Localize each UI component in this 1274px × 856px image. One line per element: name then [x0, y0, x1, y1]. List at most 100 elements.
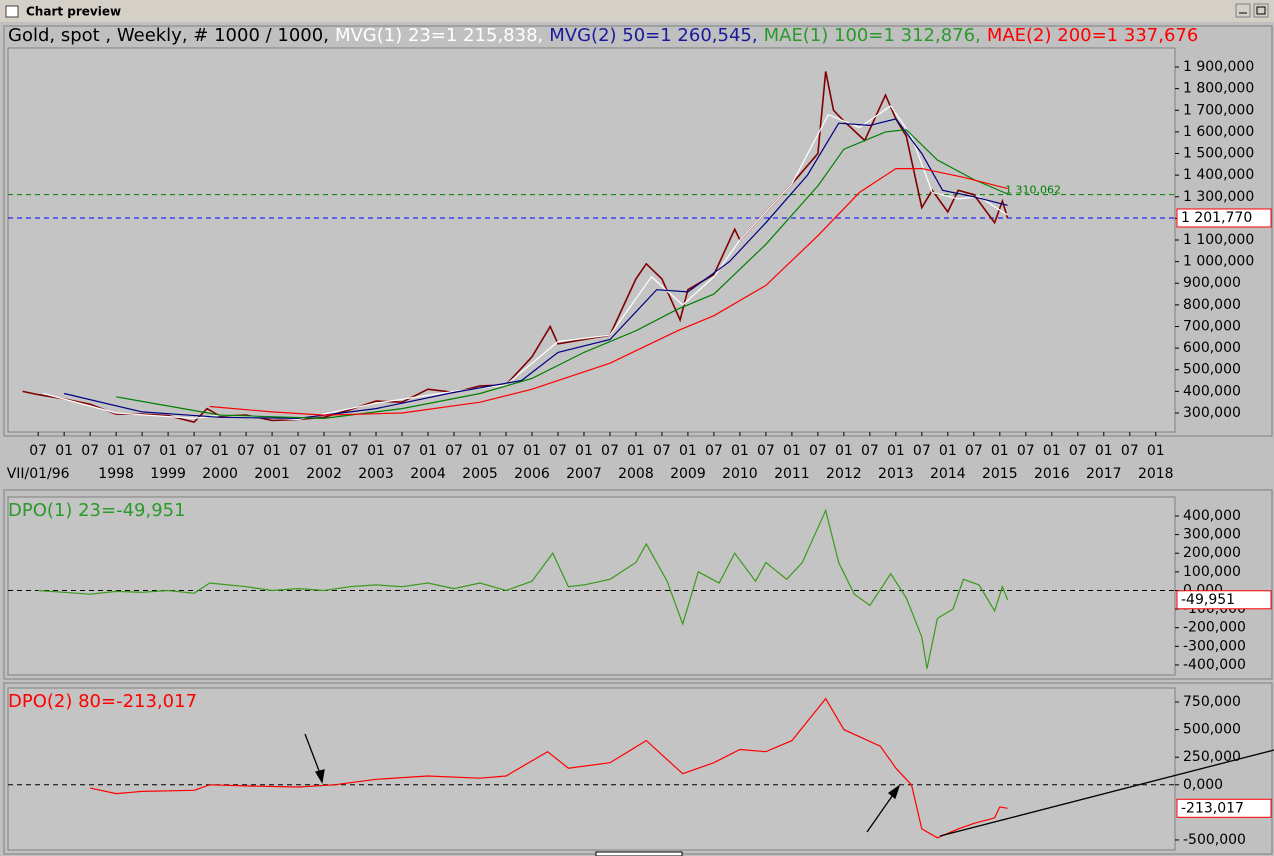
year-label: VII/01/96 — [7, 466, 70, 482]
y-tick-label: 400,000 — [1183, 508, 1241, 524]
x-tick-label: 01 — [523, 443, 541, 459]
legend-entry: MAE(2) 200=1 337,676 — [987, 25, 1198, 46]
minimize-button[interactable] — [1235, 3, 1251, 18]
x-tick-label: 01 — [679, 443, 697, 459]
year-label: 2000 — [202, 466, 238, 482]
y-tick-label: 1 500,000 — [1183, 146, 1254, 162]
x-tick-label: 07 — [809, 443, 827, 459]
x-tick-label: 07 — [913, 443, 931, 459]
x-tick-label: 01 — [315, 443, 333, 459]
legend-entry: MVG(2) 50=1 260,545, — [549, 25, 757, 46]
x-tick-label: 01 — [1043, 443, 1061, 459]
legend-entry: MVG(1) 23=1 215,838, — [335, 25, 543, 46]
value-box-label: -49,951 — [1181, 592, 1235, 608]
plot-area — [7, 47, 1176, 433]
y-tick-label: 900,000 — [1183, 275, 1241, 291]
arrow — [866, 791, 896, 833]
x-tick-label: 07 — [1121, 443, 1139, 459]
x-tick-label: 01 — [835, 443, 853, 459]
y-tick-label: 1 400,000 — [1183, 167, 1254, 183]
year-label: 2016 — [1034, 466, 1070, 482]
maximize-glyph — [1256, 6, 1266, 15]
y-tick-label: 500,000 — [1183, 722, 1241, 738]
y-tick-label: -200,000 — [1183, 620, 1246, 636]
reference-label: 1 310,062 — [1005, 184, 1061, 197]
plot-area — [7, 496, 1176, 676]
y-tick-label: 1 100,000 — [1183, 232, 1254, 248]
x-tick-label: 07 — [861, 443, 879, 459]
x-tick-label: 07 — [653, 443, 671, 459]
y-tick-label: -400,000 — [1183, 657, 1246, 673]
series-line — [38, 508, 1009, 669]
year-label: 2005 — [462, 466, 498, 482]
value-box-label: -213,017 — [1181, 800, 1244, 816]
x-tick-label: 07 — [1017, 443, 1035, 459]
year-label: 2017 — [1086, 466, 1122, 482]
x-tick-label: 01 — [367, 443, 385, 459]
value-box — [1176, 208, 1272, 228]
year-label: 2012 — [826, 466, 862, 482]
x-tick-label: 01 — [107, 443, 125, 459]
year-label: 2002 — [306, 466, 342, 482]
value-box — [1176, 590, 1272, 610]
x-tick-label: 07 — [1069, 443, 1087, 459]
x-tick-label: 07 — [237, 443, 255, 459]
plot-area — [7, 687, 1176, 851]
x-tick-label: 07 — [965, 443, 983, 459]
series-group — [22, 71, 1009, 423]
y-tick-label: 500,000 — [1183, 362, 1241, 378]
y-tick-label: 1 000,000 — [1183, 254, 1254, 270]
year-label: 2009 — [670, 466, 706, 482]
x-tick-label: 07 — [29, 443, 47, 459]
x-tick-label: 01 — [471, 443, 489, 459]
y-tick-label: 300,000 — [1183, 405, 1241, 421]
value-box — [1176, 798, 1272, 818]
x-tick-label: 07 — [393, 443, 411, 459]
trend-line — [939, 749, 1274, 837]
x-tick-label: 01 — [55, 443, 73, 459]
x-tick-label: 01 — [1095, 443, 1113, 459]
y-tick-label: 200,000 — [1183, 545, 1241, 561]
year-label: 2013 — [878, 466, 914, 482]
y-tick-label: 1 700,000 — [1183, 102, 1254, 118]
x-tick-label: 01 — [731, 443, 749, 459]
y-tick-label: 1 800,000 — [1183, 81, 1254, 97]
y-tick-label: 1 900,000 — [1183, 59, 1254, 75]
year-label: 2010 — [722, 466, 758, 482]
x-tick-label: 07 — [549, 443, 567, 459]
year-label: 2008 — [618, 466, 654, 482]
year-label: 2001 — [254, 466, 290, 482]
close-button[interactable] — [1253, 3, 1269, 18]
x-tick-label: 01 — [211, 443, 229, 459]
y-tick-label: 750,000 — [1183, 694, 1241, 710]
y-tick-label: 800,000 — [1183, 297, 1241, 313]
x-tick-label: 07 — [705, 443, 723, 459]
y-tick-label: 400,000 — [1183, 383, 1241, 399]
y-tick-label: 700,000 — [1183, 318, 1241, 334]
x-tick-label: 01 — [783, 443, 801, 459]
year-label: 2015 — [982, 466, 1018, 482]
x-tick-label: 07 — [81, 443, 99, 459]
arrow — [304, 733, 322, 777]
window-title: Chart preview — [26, 5, 121, 19]
series-group — [89, 697, 1008, 839]
year-label: 2006 — [514, 466, 550, 482]
chart-title: DPO(2) 80=-213,017 — [8, 691, 197, 712]
x-tick-label: 07 — [445, 443, 463, 459]
series-line — [89, 697, 1008, 839]
y-tick-label: 1 600,000 — [1183, 124, 1254, 140]
scroll-thumb[interactable] — [595, 851, 683, 856]
y-tick-label: 250,000 — [1183, 749, 1241, 765]
series-line — [115, 129, 1008, 420]
chart-title: Gold, spot , Weekly, # 1000 / 1000, — [8, 25, 329, 46]
value-box-label: 1 201,770 — [1181, 210, 1252, 226]
x-tick-label: 07 — [341, 443, 359, 459]
y-tick-label: 0,000 — [1183, 777, 1223, 793]
x-tick-label: 01 — [419, 443, 437, 459]
x-tick-label: 07 — [133, 443, 151, 459]
year-label: 2018 — [1138, 466, 1174, 482]
series-line — [22, 71, 1009, 423]
x-tick-label: 01 — [991, 443, 1009, 459]
year-label: 1999 — [150, 466, 186, 482]
